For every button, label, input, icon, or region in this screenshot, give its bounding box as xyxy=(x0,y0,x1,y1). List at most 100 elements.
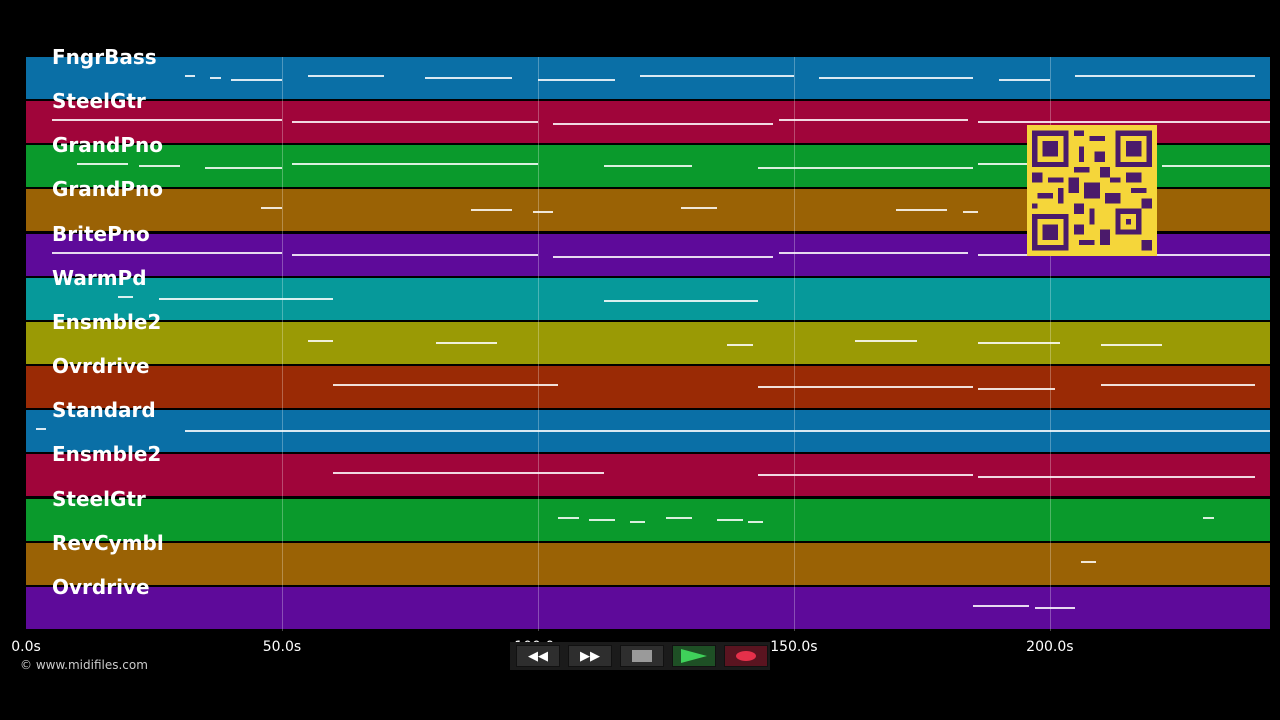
note-segment xyxy=(292,253,538,256)
tick-label: 50.0s xyxy=(262,639,302,655)
rewind-icon: ◀◀ xyxy=(528,648,548,664)
note-segment xyxy=(261,207,282,210)
tick-label: 200.0s xyxy=(1026,639,1074,655)
track-label: GrandPno xyxy=(52,133,163,158)
note-segment xyxy=(758,167,974,170)
note-segment xyxy=(978,121,1270,124)
track-label: Standard xyxy=(52,398,156,423)
track-label: FngrBass xyxy=(52,45,157,69)
note-segment xyxy=(292,121,538,124)
track-lane xyxy=(26,542,1270,585)
note-segment xyxy=(727,343,753,346)
note-segment xyxy=(425,77,513,79)
track-lane xyxy=(26,410,1270,453)
note-segment xyxy=(230,79,282,81)
track-label: Ovrdrive xyxy=(52,574,150,599)
tick-label: 0.0s xyxy=(11,639,41,655)
gridline xyxy=(537,57,539,631)
note-segment xyxy=(1034,606,1076,609)
play-button[interactable] xyxy=(672,645,716,667)
note-segment xyxy=(819,77,974,79)
note-segment xyxy=(1075,75,1255,77)
note-segment xyxy=(205,167,282,170)
note-segment xyxy=(118,295,134,298)
track-lane xyxy=(26,454,1270,497)
note-segment xyxy=(307,75,385,77)
note-segment xyxy=(604,299,759,302)
note-segment xyxy=(973,604,1030,607)
note-segment xyxy=(747,520,764,523)
note-segment xyxy=(333,384,559,387)
track-label: Ensmble2 xyxy=(52,309,162,334)
note-segment xyxy=(184,430,1270,433)
note-segment xyxy=(553,123,774,126)
note-segment xyxy=(36,428,47,431)
note-segment xyxy=(665,516,692,519)
note-segment xyxy=(210,77,221,79)
note-segment xyxy=(1203,516,1214,519)
track-label: SteelGtr xyxy=(52,486,146,511)
gridline xyxy=(793,57,795,631)
track-label: SteelGtr xyxy=(52,89,146,114)
note-segment xyxy=(978,341,1061,344)
track-lane xyxy=(26,277,1270,320)
note-segment xyxy=(1080,560,1096,563)
note-segment xyxy=(138,165,180,168)
fast-forward-button[interactable]: ▶▶ xyxy=(568,645,612,667)
note-segment xyxy=(333,472,605,475)
record-button[interactable] xyxy=(724,645,768,667)
note-segment xyxy=(558,516,579,519)
note-segment xyxy=(778,251,968,254)
note-segment xyxy=(630,520,646,523)
rewind-button[interactable]: ◀◀ xyxy=(516,645,560,667)
note-segment xyxy=(589,518,615,521)
note-segment xyxy=(537,79,615,81)
track-lane xyxy=(26,57,1270,99)
note-segment xyxy=(604,165,692,168)
note-segment xyxy=(681,207,718,210)
note-segment xyxy=(962,211,979,214)
track-label: BritePno xyxy=(52,221,150,246)
track-lane xyxy=(26,586,1270,629)
note-segment xyxy=(640,75,794,77)
note-segment xyxy=(471,209,513,212)
note-segment xyxy=(532,211,554,214)
note-segment xyxy=(998,79,1050,81)
note-segment xyxy=(1101,343,1163,346)
gridline xyxy=(281,57,283,631)
track-label: Ovrdrive xyxy=(52,354,150,379)
note-segment xyxy=(717,518,743,521)
tick-label: 150.0s xyxy=(770,639,818,655)
fast-forward-icon: ▶▶ xyxy=(580,648,600,664)
note-segment xyxy=(896,209,948,212)
track-lane xyxy=(26,498,1270,541)
note-segment xyxy=(1162,165,1270,168)
track-label: WarmPd xyxy=(52,265,147,290)
note-segment xyxy=(51,251,282,254)
note-segment xyxy=(292,163,538,166)
qr-code-icon xyxy=(1027,125,1157,256)
note-segment xyxy=(978,163,1050,166)
stop-icon xyxy=(632,650,652,662)
note-segment xyxy=(778,119,968,122)
track-label: Ensmble2 xyxy=(52,442,162,467)
note-segment xyxy=(159,297,334,300)
track-lane xyxy=(26,366,1270,409)
play-icon xyxy=(681,649,707,663)
note-segment xyxy=(978,388,1055,391)
note-segment xyxy=(51,119,282,122)
track-lane xyxy=(26,321,1270,364)
note-segment xyxy=(77,163,129,166)
track-label: GrandPno xyxy=(52,177,163,202)
gridline xyxy=(1049,57,1051,631)
copyright-text: © www.midifiles.com xyxy=(20,658,148,672)
transport-controls: ◀◀ ▶▶ xyxy=(510,642,770,670)
note-segment xyxy=(435,341,497,344)
stop-button[interactable] xyxy=(620,645,664,667)
record-icon xyxy=(736,651,756,661)
note-segment xyxy=(978,476,1255,479)
note-segment xyxy=(758,474,974,477)
note-segment xyxy=(553,255,774,258)
note-segment xyxy=(1101,384,1255,387)
note-segment xyxy=(758,386,974,389)
